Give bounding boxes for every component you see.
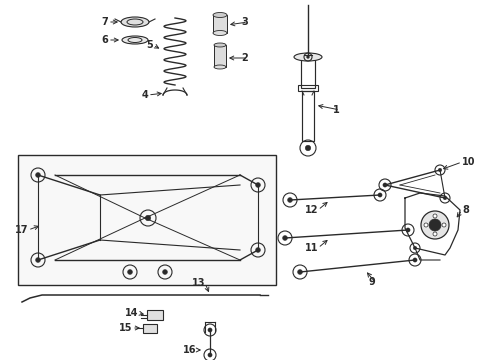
Circle shape: [433, 232, 437, 236]
Circle shape: [307, 55, 309, 58]
Circle shape: [127, 270, 132, 274]
Circle shape: [256, 183, 261, 188]
Bar: [301, 58, 315, 88]
Circle shape: [378, 193, 382, 197]
Ellipse shape: [214, 43, 226, 47]
Circle shape: [424, 223, 428, 227]
Text: 11: 11: [304, 243, 318, 253]
Text: 14: 14: [124, 308, 138, 318]
Circle shape: [442, 223, 446, 227]
Circle shape: [433, 214, 437, 218]
Circle shape: [208, 353, 212, 357]
Circle shape: [36, 172, 41, 177]
Text: 8: 8: [462, 205, 469, 215]
Ellipse shape: [213, 31, 227, 36]
Ellipse shape: [213, 13, 227, 18]
Ellipse shape: [122, 36, 148, 44]
Circle shape: [283, 235, 288, 240]
Circle shape: [145, 215, 151, 221]
Bar: [213, 15, 227, 33]
Text: 12: 12: [304, 205, 318, 215]
Text: 13: 13: [192, 278, 205, 288]
Text: 1: 1: [333, 105, 340, 115]
Ellipse shape: [121, 17, 149, 27]
Circle shape: [421, 211, 449, 239]
Circle shape: [413, 258, 417, 262]
Ellipse shape: [214, 65, 226, 69]
Circle shape: [443, 196, 447, 200]
Circle shape: [438, 168, 442, 172]
Circle shape: [297, 270, 302, 274]
Bar: [147, 310, 163, 320]
Bar: [18, 155, 276, 285]
Text: 16: 16: [182, 345, 196, 355]
Text: 4: 4: [141, 90, 148, 100]
Text: 15: 15: [119, 323, 132, 333]
Bar: [302, 91, 314, 141]
Circle shape: [305, 145, 311, 151]
Bar: [298, 85, 318, 91]
Text: 3: 3: [241, 17, 248, 27]
Text: 9: 9: [368, 277, 375, 287]
Circle shape: [406, 228, 410, 232]
Bar: [143, 324, 157, 333]
Circle shape: [429, 219, 441, 231]
Ellipse shape: [294, 53, 322, 61]
Circle shape: [163, 270, 168, 274]
Text: 7: 7: [101, 17, 108, 27]
Circle shape: [256, 248, 261, 252]
Circle shape: [383, 183, 387, 187]
Circle shape: [288, 198, 293, 202]
Circle shape: [208, 328, 212, 332]
Text: 17: 17: [15, 225, 28, 235]
Bar: [214, 45, 226, 67]
Text: 10: 10: [462, 157, 475, 167]
Circle shape: [36, 257, 41, 262]
Circle shape: [413, 246, 417, 250]
Text: 6: 6: [101, 35, 108, 45]
Text: 2: 2: [241, 53, 248, 63]
Text: 5: 5: [146, 40, 153, 50]
